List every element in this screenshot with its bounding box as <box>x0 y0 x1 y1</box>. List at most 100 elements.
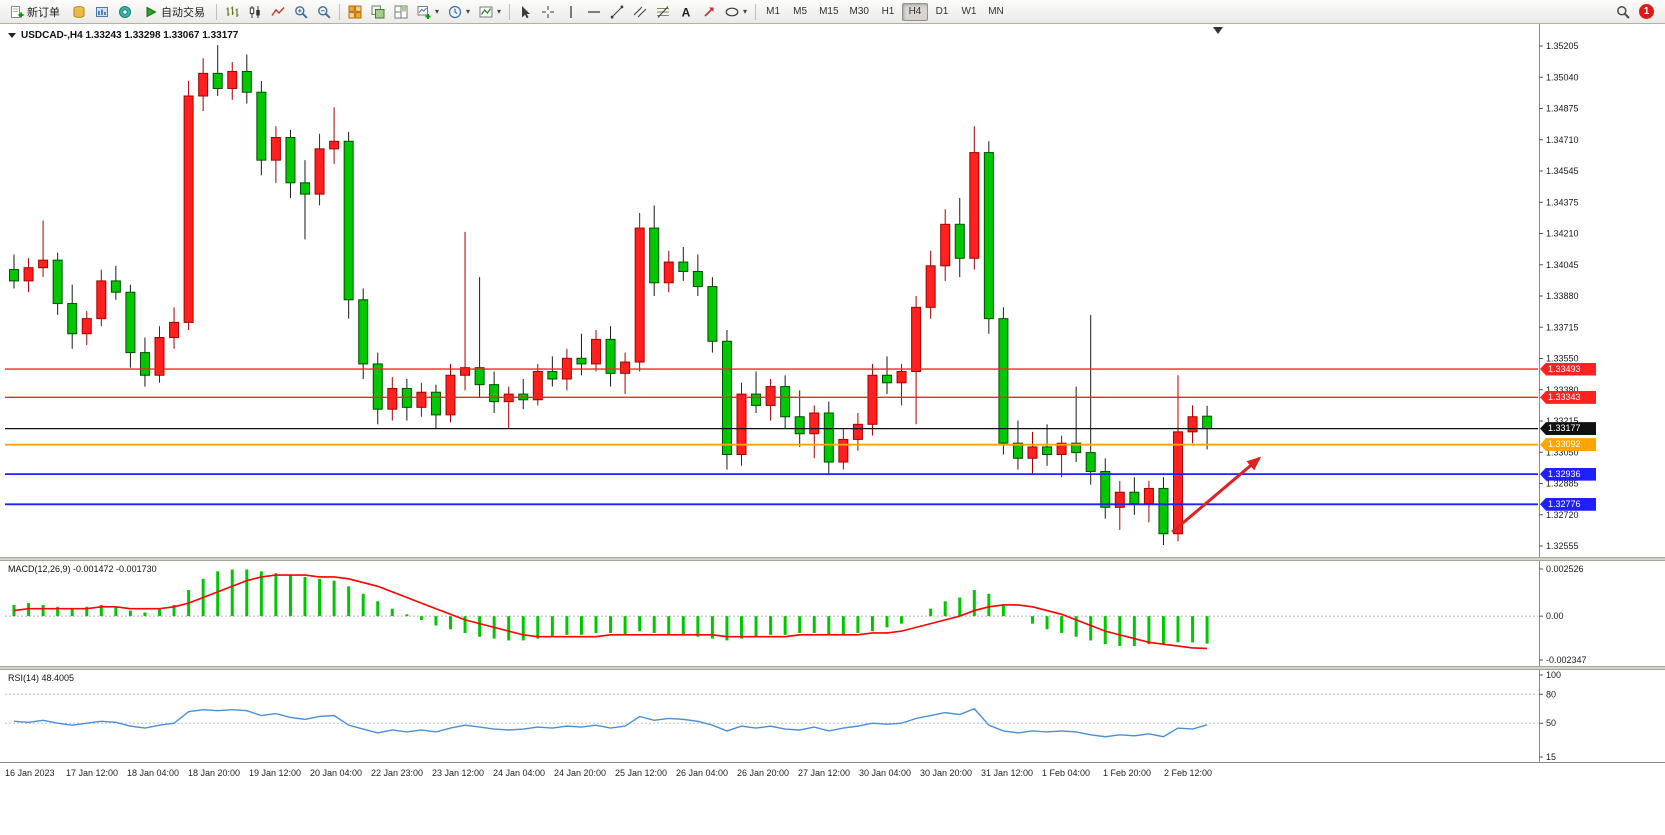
crosshair-button[interactable] <box>537 2 559 22</box>
candles <box>9 45 1213 546</box>
bear-candle <box>358 299 369 365</box>
time-axis-label: 23 Jan 12:00 <box>432 768 485 778</box>
bull-candle <box>896 370 907 384</box>
indicators-button[interactable]: ▾ <box>475 2 505 22</box>
zoom-in-icon <box>294 5 308 19</box>
timeframe-button-m15[interactable]: M15 <box>814 3 843 21</box>
search-icon <box>1616 5 1630 19</box>
time-axis-label: 1 Feb 04:00 <box>1042 768 1091 778</box>
price-axis-label: 1.32885 <box>1546 479 1579 489</box>
bull-candle <box>1187 416 1198 433</box>
rsi-axis-label: 50 <box>1546 718 1556 728</box>
equidistant-channel-button[interactable] <box>629 2 651 22</box>
macd-axis-label: -0.002347 <box>1546 655 1587 665</box>
pane-splitter[interactable] <box>0 557 1665 561</box>
window-toolbar-group: ▾ ▾ ▾ <box>344 2 505 22</box>
auto-trading-button[interactable]: 自动交易 <box>137 2 212 22</box>
zoom-in-button[interactable] <box>290 2 312 22</box>
price-chart-canvas[interactable]: 1.35205 1.35040 1.34875 1.34710 1.34545 1.343… <box>0 24 1665 557</box>
navigator-button[interactable] <box>114 2 136 22</box>
bull-candle <box>940 223 951 267</box>
bull-candle <box>969 152 980 259</box>
bull-candle <box>925 265 936 308</box>
chart-shift-marker[interactable] <box>1213 27 1223 34</box>
time-axis-label: 30 Jan 20:00 <box>920 768 973 778</box>
macd-pane: 0.002526 0.00 -0.002347 MACD(12,26,9) -0.0… <box>0 561 1665 666</box>
bear-candle <box>605 338 616 374</box>
bear-candle <box>430 391 441 416</box>
bull-candle <box>532 370 543 401</box>
timeframe-button-h4[interactable]: H4 <box>901 2 928 21</box>
notification-badge[interactable]: 1 <box>1639 4 1654 19</box>
shapes-icon <box>725 5 739 19</box>
rsi-pane: 100 80 50 15 RSI(14) 48.4005 <box>0 670 1665 762</box>
bull-candle <box>867 374 878 425</box>
bear-candle <box>1202 415 1213 430</box>
timeframes-clock-button[interactable]: ▾ <box>444 2 474 22</box>
time-axis-label: 25 Jan 12:00 <box>615 768 668 778</box>
tile-windows-button[interactable] <box>344 2 366 22</box>
bear-candle <box>1085 452 1096 472</box>
bear-candle <box>882 374 892 384</box>
arrow-marker-button[interactable] <box>698 2 720 22</box>
timeframe-button-m5[interactable]: M5 <box>787 3 813 21</box>
bull-candle <box>1027 446 1038 459</box>
time-axis-label: 30 Jan 04:00 <box>859 768 912 778</box>
arrange-windows-button[interactable] <box>390 2 412 22</box>
timeframe-button-h1[interactable]: H1 <box>875 3 901 21</box>
cursor-icon <box>518 5 532 19</box>
price-axis-label: 1.33880 <box>1546 291 1579 301</box>
bull-candle <box>460 367 471 376</box>
text-label-button[interactable]: A <box>675 2 697 22</box>
cascade-windows-button[interactable] <box>367 2 389 22</box>
cursor-button[interactable] <box>514 2 536 22</box>
equidistant-channel-icon <box>633 5 647 19</box>
zoom-out-button[interactable] <box>313 2 335 22</box>
trendline-button[interactable] <box>606 2 628 22</box>
pane-splitter[interactable] <box>0 666 1665 670</box>
bear-candle <box>256 91 267 161</box>
vertical-line-button[interactable] <box>560 2 582 22</box>
bear-candle <box>343 140 354 301</box>
timeframe-button-mn[interactable]: MN <box>983 3 1009 21</box>
market-watch-button[interactable] <box>68 2 90 22</box>
timeframe-button-w1[interactable]: W1 <box>956 3 982 21</box>
price-axis-label: 1.34375 <box>1546 197 1579 207</box>
current-price-line-tag: 1.33177 <box>1540 422 1596 436</box>
candlestick-chart-button[interactable] <box>244 2 266 22</box>
time-axis[interactable]: 16 Jan 2023 17 Jan 12:00 18 Jan 04:00 18 Ja… <box>0 762 1665 786</box>
time-axis-label: 17 Jan 12:00 <box>66 768 119 778</box>
new-order-label: 新订单 <box>27 6 60 19</box>
toolbar-separator <box>339 3 340 20</box>
bull-candle <box>81 318 92 335</box>
data-window-button[interactable] <box>91 2 113 22</box>
timeframe-button-d1[interactable]: D1 <box>929 3 955 21</box>
bull-candle <box>1114 491 1125 508</box>
bull-candle <box>838 438 849 463</box>
time-axis-label: 20 Jan 04:00 <box>310 768 363 778</box>
search-button[interactable] <box>1612 2 1634 22</box>
bear-candle <box>1071 442 1082 454</box>
new-chart-button[interactable]: ▾ <box>413 2 443 22</box>
bear-candle <box>780 386 791 418</box>
shapes-button[interactable]: ▾ <box>721 2 751 22</box>
bear-candle <box>300 182 310 195</box>
time-axis-label: 26 Jan 20:00 <box>737 768 790 778</box>
bear-candle <box>954 223 965 259</box>
indicators-icon <box>479 5 493 19</box>
bear-candle <box>794 416 805 435</box>
line-chart-button[interactable] <box>267 2 289 22</box>
bear-candle <box>678 261 689 272</box>
bull-candle <box>911 306 922 372</box>
price-axis-label: 1.34545 <box>1546 166 1579 176</box>
bull-candle <box>96 280 107 320</box>
bear-candle <box>474 367 485 386</box>
timeframe-button-m1[interactable]: M1 <box>760 3 786 21</box>
bar-chart-button[interactable] <box>221 2 243 22</box>
timeframe-button-m30[interactable]: M30 <box>845 3 874 21</box>
new-order-button[interactable]: 新订单 <box>3 2 67 22</box>
horizontal-line-button[interactable] <box>583 2 605 22</box>
fibonacci-button[interactable] <box>652 2 674 22</box>
timeframes-clock-icon <box>448 5 462 19</box>
trend-arrow[interactable] <box>1171 456 1262 534</box>
